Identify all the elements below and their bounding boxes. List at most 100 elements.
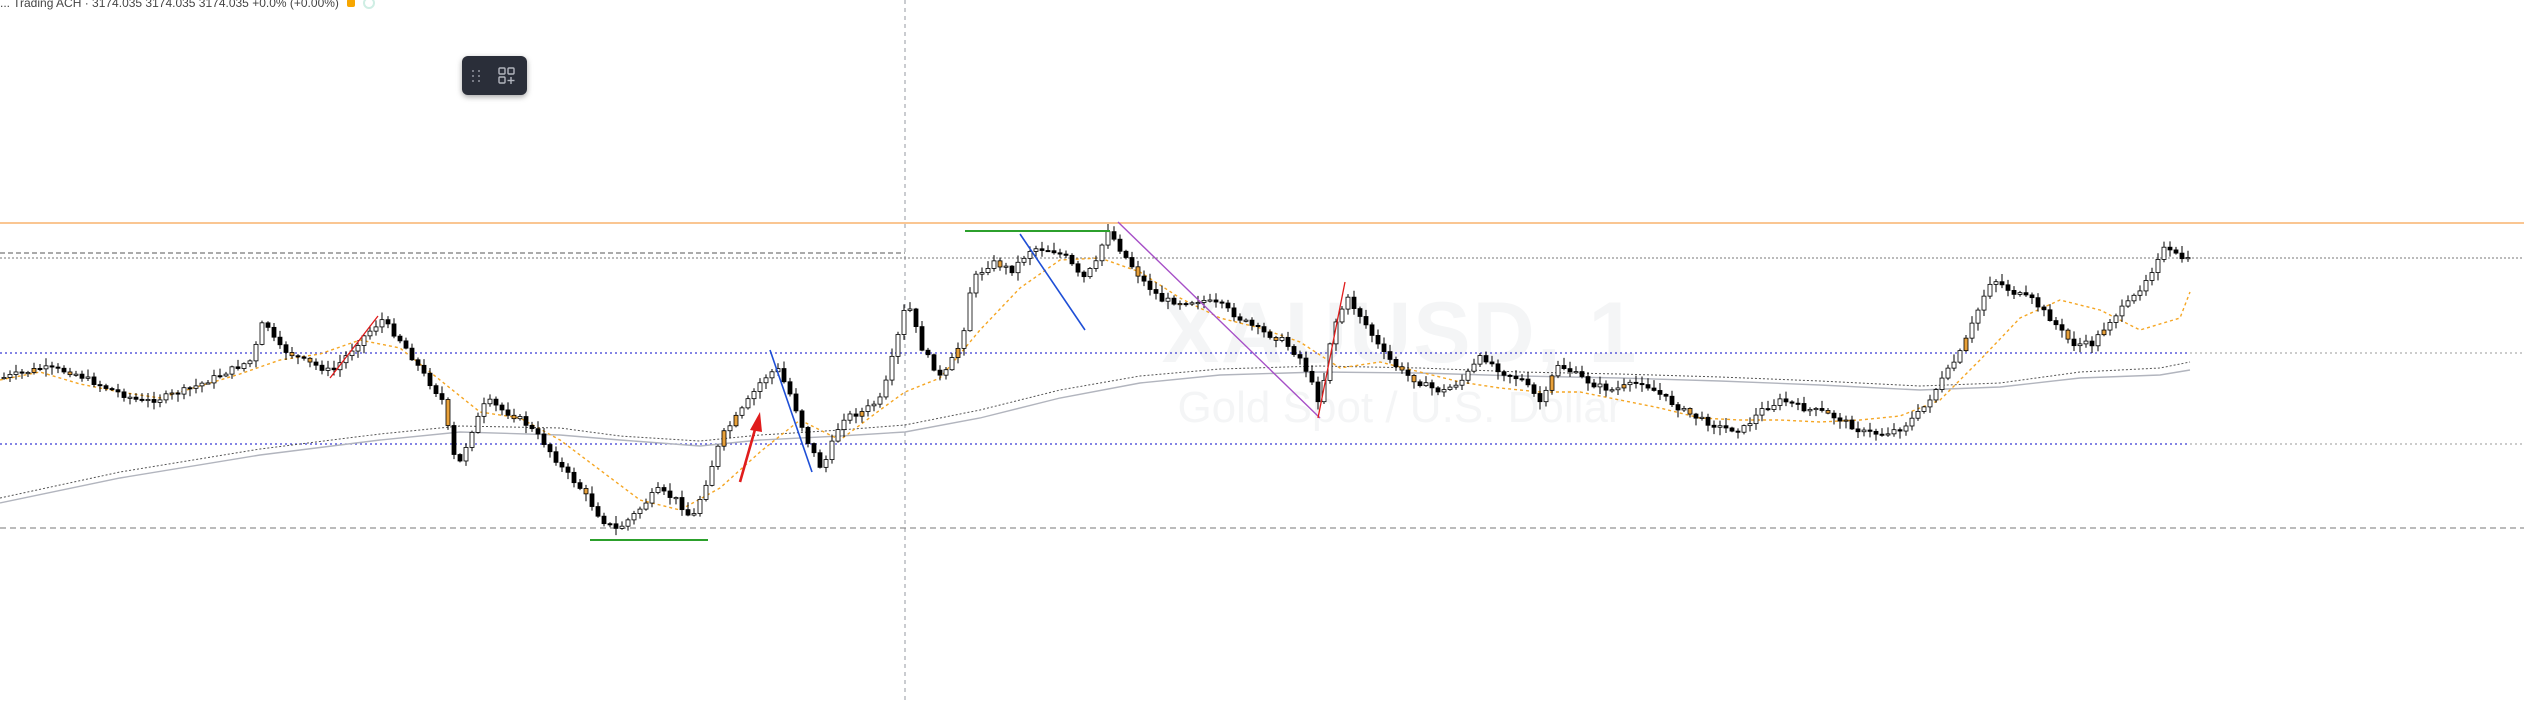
trend-line-red-small-left[interactable] <box>329 315 379 379</box>
candle-body <box>391 323 397 337</box>
candle-body <box>955 347 961 358</box>
candle-body <box>1231 307 1237 318</box>
trend-line-blue-top[interactable] <box>1019 233 1086 331</box>
candle-body <box>409 347 415 361</box>
candle-body <box>1927 399 1933 408</box>
candle-body <box>1993 281 1999 285</box>
candle-body <box>811 443 817 454</box>
candle-body <box>1735 430 1741 433</box>
candle-body <box>1843 419 1849 422</box>
candle-body <box>1585 376 1591 384</box>
candle-body <box>1507 374 1513 377</box>
candle-body <box>649 492 655 504</box>
trend-line-purple[interactable] <box>1117 221 1321 419</box>
candle-body <box>2143 280 2149 292</box>
candle-body <box>565 466 571 473</box>
candle-body <box>2035 297 2041 308</box>
trend-line-blue-left[interactable] <box>769 349 813 473</box>
candlestick-series[interactable] <box>1 223 2191 536</box>
candle-body <box>1033 248 1039 252</box>
candle-body <box>115 389 121 393</box>
candle-body <box>289 352 295 357</box>
candle-body <box>2125 300 2131 307</box>
candle-body <box>2071 338 2077 347</box>
trend-line-red-mid[interactable] <box>1317 281 1346 419</box>
candle-body <box>1717 425 1723 428</box>
candle-body <box>1501 371 1507 376</box>
candle-body <box>1915 411 1921 419</box>
candle-body <box>829 440 835 460</box>
candle-body <box>1099 244 1105 262</box>
candle-body <box>73 373 79 376</box>
candle-body <box>493 398 499 406</box>
candle-body <box>583 488 589 495</box>
candle-body <box>1375 334 1381 345</box>
candle-body <box>1153 289 1159 294</box>
candle-body <box>421 364 427 374</box>
candle-body <box>1183 303 1189 306</box>
candle-body <box>1135 266 1141 277</box>
candle-body <box>1285 337 1291 347</box>
candle-body <box>1825 410 1831 414</box>
candle-body <box>1699 416 1705 419</box>
candle-body <box>385 319 391 325</box>
candle-body <box>1117 238 1123 252</box>
candle-body <box>91 376 97 385</box>
candle-body <box>1267 331 1273 338</box>
candle-body <box>2005 284 2011 291</box>
candle-body <box>1315 381 1321 403</box>
candle-body <box>1357 308 1363 317</box>
candle-body <box>85 376 91 379</box>
ma-slow-line <box>0 369 2191 504</box>
candle-body <box>1171 297 1177 305</box>
candle-body <box>1603 383 1609 391</box>
candle-body <box>655 487 661 493</box>
candle-body <box>2041 306 2047 311</box>
arrow-red-shaft[interactable] <box>738 425 758 483</box>
candle-body <box>643 502 649 510</box>
candle-body <box>877 396 883 405</box>
candle-body <box>1369 324 1375 336</box>
candle-body <box>1021 257 1027 263</box>
candle-body <box>397 335 403 342</box>
candle-body <box>1801 403 1807 412</box>
candle-body <box>1129 257 1135 268</box>
candle-body <box>1771 405 1777 410</box>
candle-body <box>559 461 565 468</box>
candle-body <box>1327 343 1333 381</box>
candle-body <box>25 372 31 375</box>
candle-body <box>1393 359 1399 368</box>
candle-body <box>2017 292 2023 295</box>
floating-widget-toolbar[interactable] <box>462 56 527 95</box>
candle-body <box>943 369 949 376</box>
candle-body <box>223 373 229 377</box>
arrow-red-head[interactable] <box>750 412 762 432</box>
candle-body <box>1963 337 1969 352</box>
candle-body <box>637 508 643 514</box>
candle-body <box>1111 231 1117 240</box>
candle-body <box>499 404 505 411</box>
candle-body <box>1561 365 1567 369</box>
candle-body <box>1591 382 1597 388</box>
legend-row: ... Trading ACH · 3174.035 3174.035 3174… <box>0 0 375 10</box>
candle-body <box>235 366 241 369</box>
drag-handle-icon[interactable] <box>472 69 481 82</box>
candle-body <box>475 415 481 433</box>
legend-visibility-icon[interactable] <box>362 0 375 9</box>
candle-body <box>163 393 169 401</box>
candle-body <box>1879 433 1885 436</box>
candle-body <box>1987 283 1993 297</box>
add-widget-icon[interactable] <box>497 66 517 86</box>
candle-body <box>121 391 127 398</box>
candle-body <box>1141 275 1147 282</box>
candle-body <box>1957 350 1963 363</box>
candle-body <box>787 381 793 395</box>
candle-body <box>1549 375 1555 391</box>
candle-body <box>793 393 799 412</box>
candle-body <box>1579 371 1585 377</box>
candle-body <box>1693 413 1699 419</box>
candle-body <box>2065 329 2071 340</box>
candle-body <box>1189 302 1195 305</box>
